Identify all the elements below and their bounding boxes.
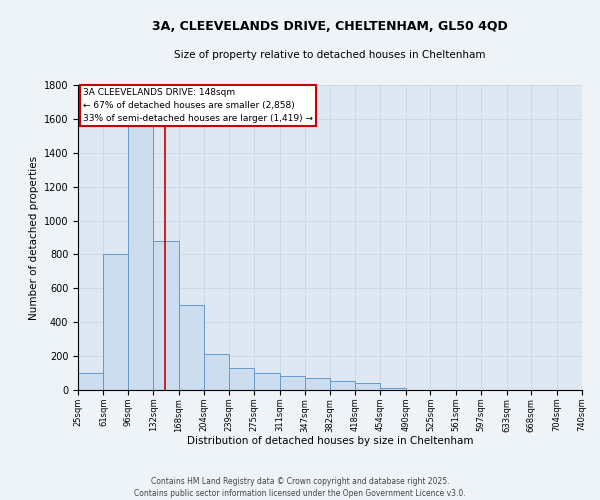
Bar bbox=[380, 388, 406, 390]
Bar bbox=[329, 380, 355, 390]
Bar bbox=[229, 368, 254, 390]
Bar bbox=[103, 254, 128, 390]
Bar bbox=[254, 373, 280, 390]
Text: 3A CLEEVELANDS DRIVE: 148sqm
← 67% of detached houses are smaller (2,858)
33% of: 3A CLEEVELANDS DRIVE: 148sqm ← 67% of de… bbox=[83, 88, 313, 124]
Text: 3A, CLEEVELANDS DRIVE, CHELTENHAM, GL50 4QD: 3A, CLEEVELANDS DRIVE, CHELTENHAM, GL50 … bbox=[152, 20, 508, 33]
Bar bbox=[179, 306, 204, 390]
X-axis label: Distribution of detached houses by size in Cheltenham: Distribution of detached houses by size … bbox=[187, 436, 473, 446]
Text: Size of property relative to detached houses in Cheltenham: Size of property relative to detached ho… bbox=[174, 50, 486, 60]
Text: Contains HM Land Registry data © Crown copyright and database right 2025.
Contai: Contains HM Land Registry data © Crown c… bbox=[134, 476, 466, 498]
Y-axis label: Number of detached properties: Number of detached properties bbox=[29, 156, 40, 320]
Bar bbox=[128, 110, 154, 390]
Bar bbox=[78, 373, 103, 390]
Bar bbox=[355, 383, 380, 390]
Bar bbox=[280, 376, 305, 390]
Bar bbox=[204, 354, 229, 390]
Bar bbox=[305, 378, 329, 390]
Bar bbox=[154, 241, 179, 390]
